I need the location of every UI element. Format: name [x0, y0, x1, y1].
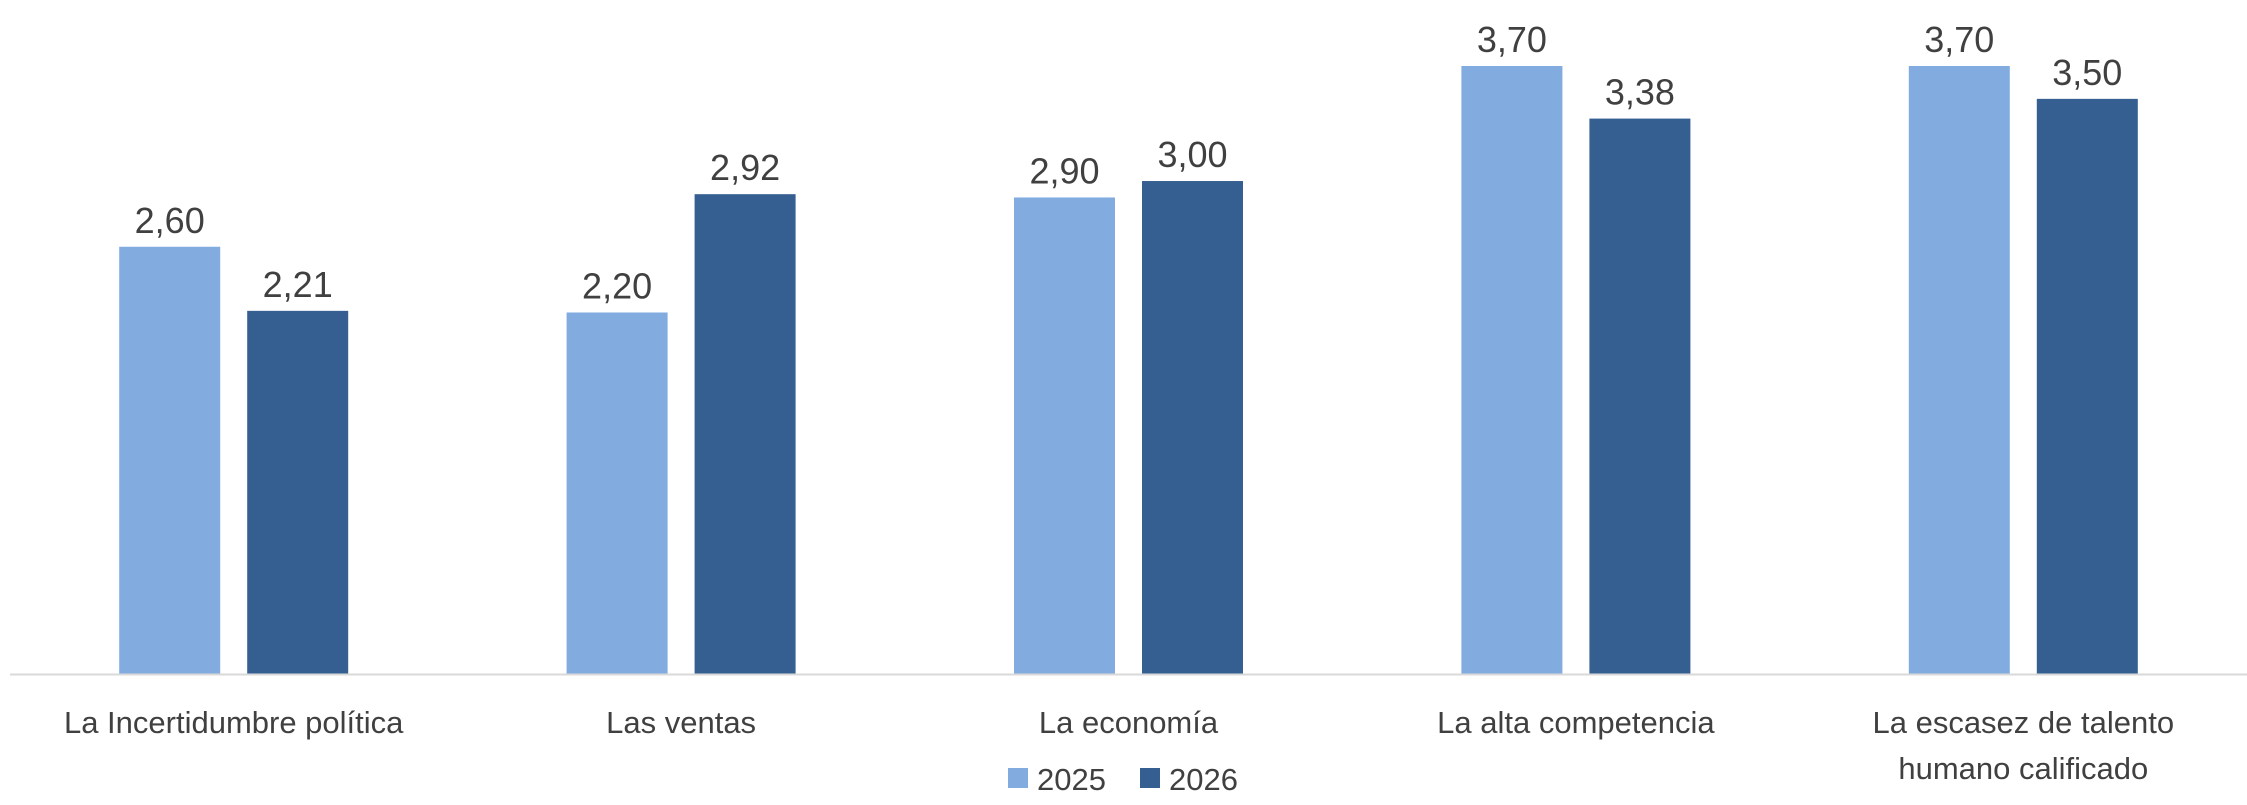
data-label-2026-3: 3,38	[1605, 72, 1675, 113]
data-label-2026-2: 3,00	[1157, 134, 1227, 175]
category-label-2: La economía	[1039, 705, 1219, 740]
legend-swatch-2025	[1008, 768, 1028, 788]
category-label-4-line-0: La escasez de talento	[1872, 705, 2174, 740]
bar-2026-1	[694, 194, 796, 674]
data-label-2025-2: 2,90	[1029, 150, 1099, 191]
category-label-3: La alta competencia	[1437, 705, 1715, 740]
data-label-2025-3: 3,70	[1477, 19, 1547, 60]
bar-2025-3	[1461, 66, 1563, 674]
bar-2026-2	[1142, 181, 1243, 674]
data-label-2026-4: 3,50	[2052, 52, 2122, 93]
data-label-2025-0: 2,60	[135, 200, 205, 241]
value-labels-group: 2,60 2,21 2,20 2,92 2,90 3,00 3,70 3,38 3,70 3,50	[135, 19, 2123, 306]
legend-label-2026: 2026	[1169, 762, 1238, 797]
category-label-1: Las ventas	[606, 705, 756, 740]
data-label-2026-0: 2,21	[263, 264, 333, 305]
bar-2026-0	[247, 310, 349, 674]
legend-label-2025: 2025	[1037, 762, 1106, 797]
bar-2026-4	[2036, 98, 2138, 674]
bar-2026-3	[1589, 118, 1691, 674]
data-label-2025-1: 2,20	[582, 265, 652, 306]
data-label-2025-4: 3,70	[1924, 19, 1994, 60]
bar-2025-4	[1908, 66, 2010, 674]
category-label-0: La Incertidumbre política	[64, 705, 404, 740]
category-label-4-line-1: humano calificado	[1898, 751, 2148, 786]
bar-2025-0	[119, 246, 221, 674]
bar-2025-1	[566, 312, 668, 674]
category-labels-group: La Incertidumbre política Las ventas La ec…	[64, 705, 2174, 786]
legend-swatch-2026	[1140, 768, 1160, 788]
bars-group	[119, 66, 2138, 674]
data-label-2026-1: 2,92	[710, 147, 780, 188]
bar-2025-2	[1014, 197, 1115, 674]
legend: 2025 2026	[1008, 762, 1238, 797]
